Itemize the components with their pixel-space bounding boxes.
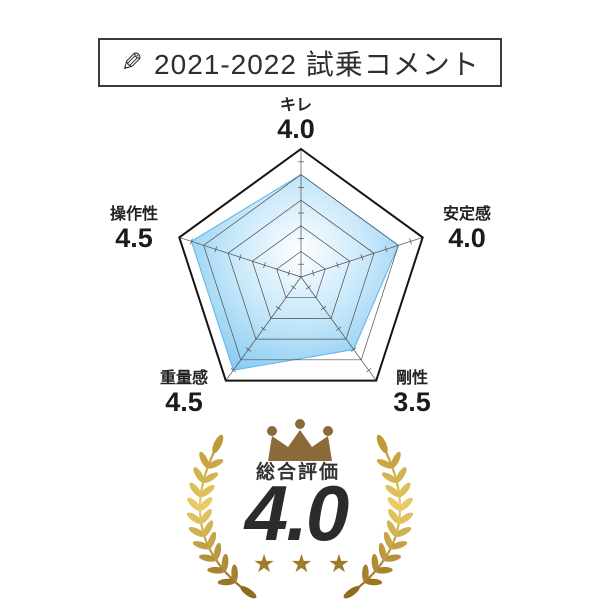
radar-axis-tick [360,254,364,261]
axis-category: 重量感 [159,370,209,387]
laurel-leaf [199,509,212,524]
radar-axis-tick [311,270,315,277]
laurel-leaf [395,467,407,483]
radar-axis-tick [230,368,236,373]
radar-axis-tick [290,285,297,290]
laurel-leaf [376,434,388,454]
radar-grid-ring [227,199,375,340]
radar-axis-tick [409,238,412,245]
radar-axis-tick [384,246,388,253]
laurel-leaf [212,434,224,454]
laurel-leaf [199,451,210,469]
laurel-leaf [386,520,398,537]
laurel-leaf [199,554,217,562]
laurel-leaf [207,531,217,549]
laurel-leaf [378,542,387,561]
laurel-leaf [343,586,360,599]
laurel-leaf [189,482,202,498]
laurel-leaf [198,497,213,511]
radar-data-area [190,173,400,371]
radar-grid-ring [203,174,399,361]
overall-rating-value: 4.0 [244,469,349,557]
laurel-leaf [192,541,211,550]
axis-category: キレ [279,97,313,114]
laurel-leaf [390,451,401,469]
page-title: ✎ 2021-2022 試乗コメント [98,38,502,87]
axis-value: 4.5 [165,387,203,417]
laurel-leaf [376,459,394,469]
radar-axis-tick [320,306,327,311]
overall-rating-label: 総合評価 [255,462,341,483]
radar-axis-tick [238,254,242,261]
laurel-leaf [199,485,215,498]
axis-category: 剛性 [395,370,429,387]
laurel-leaf [398,482,411,498]
radar-axis-tick [190,238,193,245]
pencil-icon: ✎ [120,47,144,77]
radar-axis-tick [287,270,291,277]
laurel-leaf [207,566,226,574]
laurel-leaf [389,541,408,550]
laurel-leaf [217,578,236,586]
laurel-leaf [202,472,219,484]
radar-axis-line [179,237,302,278]
laurel-leaf [371,553,379,572]
radar-axis-tick [305,285,312,290]
laurel-leaf [394,527,412,537]
radar-axis-tick [335,326,342,331]
laurel-leaf [193,467,205,483]
laurel-leaf [383,531,393,549]
radar-grid-ring [276,250,326,299]
laurel-stem [358,451,402,588]
laurel-stem [198,451,242,588]
laurel-leaf [221,553,229,572]
radar-axis-tick [245,347,252,352]
laurel-leaf [385,485,401,498]
laurel-leaf [231,564,238,583]
radar-axis-tick [260,326,267,331]
laurel-leaf [188,527,206,537]
axis-label-juuryoukan: 重量感 4.5 [160,369,208,416]
star-rating-icons: ★★★ [252,550,366,578]
page-title-text: 2021-2022 試乗コメント [154,48,480,80]
laurel-leaf [397,512,414,525]
axis-label-gousei: 剛性 3.5 [393,369,431,416]
radar-axis-tick [350,347,357,352]
laurel-leaf [202,520,214,537]
laurel-leaf [186,512,203,525]
laurel-leaf [374,566,393,574]
axis-label-sousasei: 操作性 4.5 [110,205,158,252]
radar-axis-line [225,276,302,381]
axis-category: 安定感 [442,206,492,223]
laurel-leaf [364,578,383,586]
axis-value: 3.5 [393,387,431,417]
radar-axis-tick [263,262,266,269]
radar-grid-ring [251,225,351,319]
crown-icon [267,419,333,461]
radar-axis-tick [275,306,282,311]
radar-axis-tick [366,368,372,373]
laurel-leaf [213,542,222,561]
axis-value: 4.0 [277,114,315,144]
laurel-leaf [206,459,224,469]
axis-label-kire: キレ 4.0 [277,96,315,143]
axis-value: 4.0 [448,223,486,253]
radar-axis-line [300,276,377,381]
laurel-leaf [381,472,398,484]
axis-category: 操作性 [109,206,159,223]
laurel-leaf [388,509,401,524]
laurel-leaf [187,497,202,511]
laurel-leaf [383,554,401,562]
radar-outline [178,147,424,382]
laurel-leaf [240,586,257,599]
axis-value: 4.5 [115,223,153,253]
laurel-leaf [387,497,402,511]
radar-axis-tick [336,262,339,269]
radar-axis-tick [214,246,218,253]
axis-label-anteikan: 安定感 4.0 [443,205,491,252]
radar-axis-line [300,237,423,278]
laurel-leaf [398,497,413,511]
